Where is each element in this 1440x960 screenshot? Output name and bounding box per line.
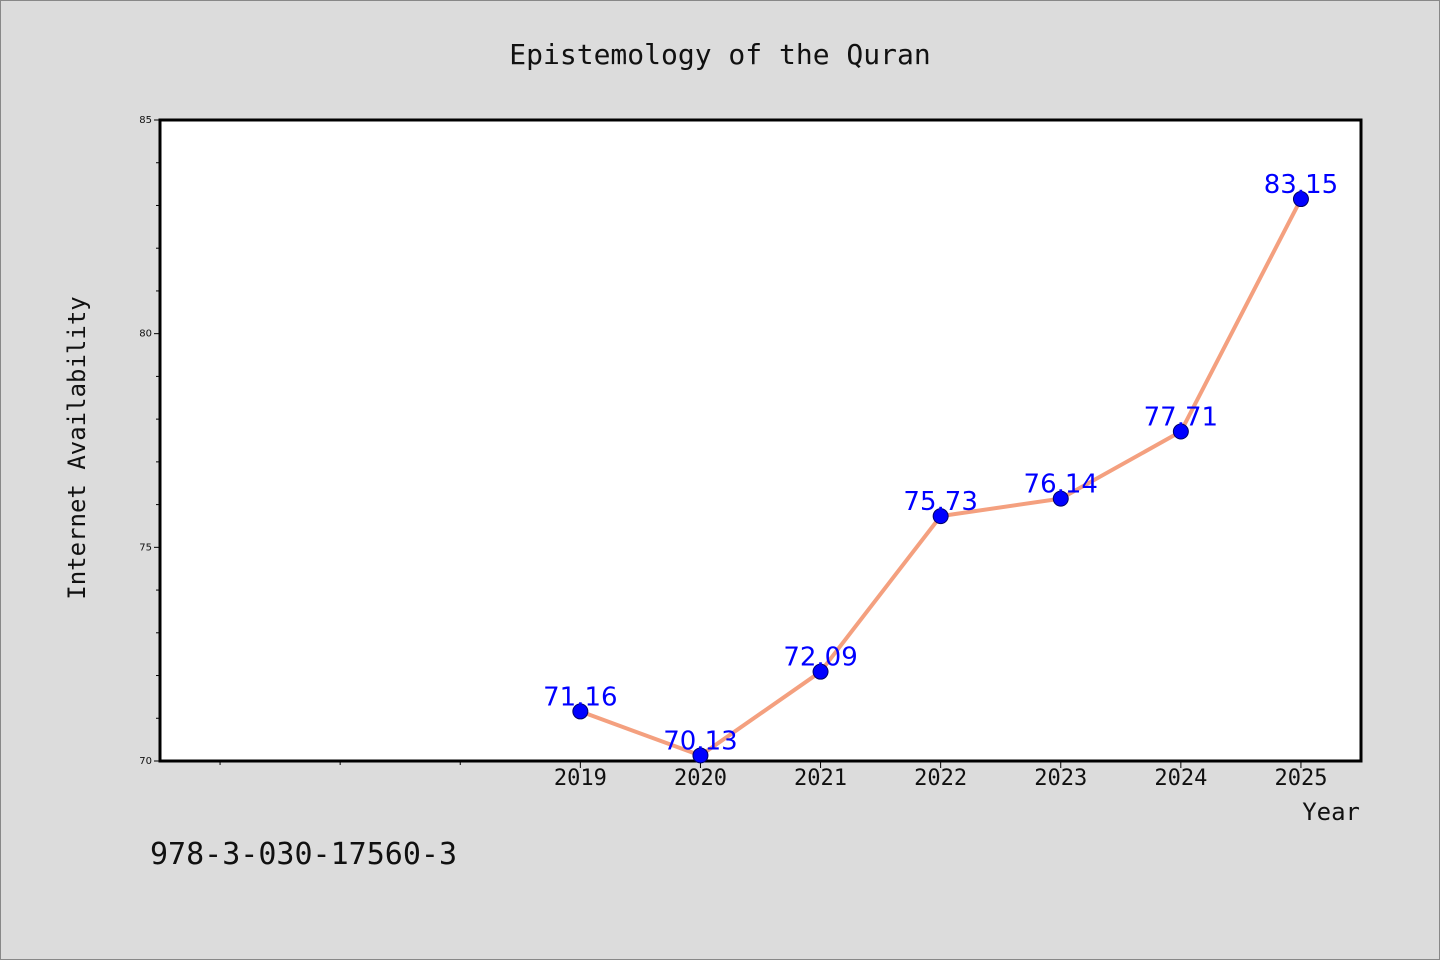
y-axis-label: Internet Availability	[63, 296, 91, 599]
data-point	[932, 508, 949, 525]
x-tick-label: 2020	[674, 766, 727, 791]
x-tick-label: 2023	[1034, 766, 1087, 791]
data-label: 72.09	[783, 643, 857, 673]
x-axis: 2019 2020 2021 2022 2023 2024 2025	[554, 761, 1327, 791]
data-point	[812, 663, 829, 680]
data-label: 83.15	[1264, 170, 1338, 200]
chart-title: Epistemology of the Quran	[509, 38, 930, 71]
y-axis: 70 75 80 85	[139, 115, 160, 767]
x-tick-label: 2021	[794, 766, 847, 791]
x-tick-label: 2024	[1154, 766, 1207, 791]
data-point	[572, 703, 589, 720]
y-tick-label: 85	[139, 115, 152, 126]
data-label: 71.16	[543, 682, 617, 712]
y-tick-label: 70	[139, 756, 152, 767]
y-tick-label: 80	[139, 329, 152, 340]
data-label: 70.13	[663, 726, 737, 756]
data-label: 77.71	[1144, 403, 1218, 433]
x-tick-label: 2025	[1274, 766, 1327, 791]
isbn-text: 978-3-030-17560-3	[150, 837, 457, 872]
data-point	[1292, 191, 1309, 208]
series-internet-availability: 71.16 70.13 72.09 75.73 76.14 77.71 83.15	[543, 170, 1338, 764]
data-point	[1172, 423, 1189, 440]
y-tick-label: 75	[139, 542, 152, 553]
x-tick-label: 2022	[914, 766, 967, 791]
data-label: 76.14	[1024, 470, 1098, 500]
plot-area	[158, 118, 1363, 763]
data-point	[1052, 490, 1069, 507]
x-tick-label: 2019	[554, 766, 607, 791]
data-label: 75.73	[903, 487, 977, 517]
x-axis-label: Year	[1302, 798, 1360, 826]
data-point	[692, 747, 709, 764]
minor-ticks	[156, 162, 461, 765]
